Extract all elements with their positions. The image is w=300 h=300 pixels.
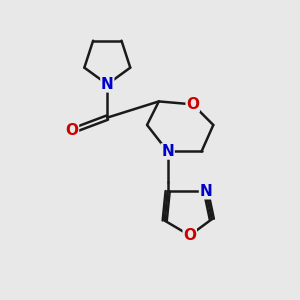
Text: N: N xyxy=(161,144,174,159)
Text: N: N xyxy=(101,77,114,92)
Text: O: O xyxy=(183,228,196,243)
Text: O: O xyxy=(65,123,79,138)
Text: N: N xyxy=(200,184,212,199)
Text: O: O xyxy=(186,97,199,112)
